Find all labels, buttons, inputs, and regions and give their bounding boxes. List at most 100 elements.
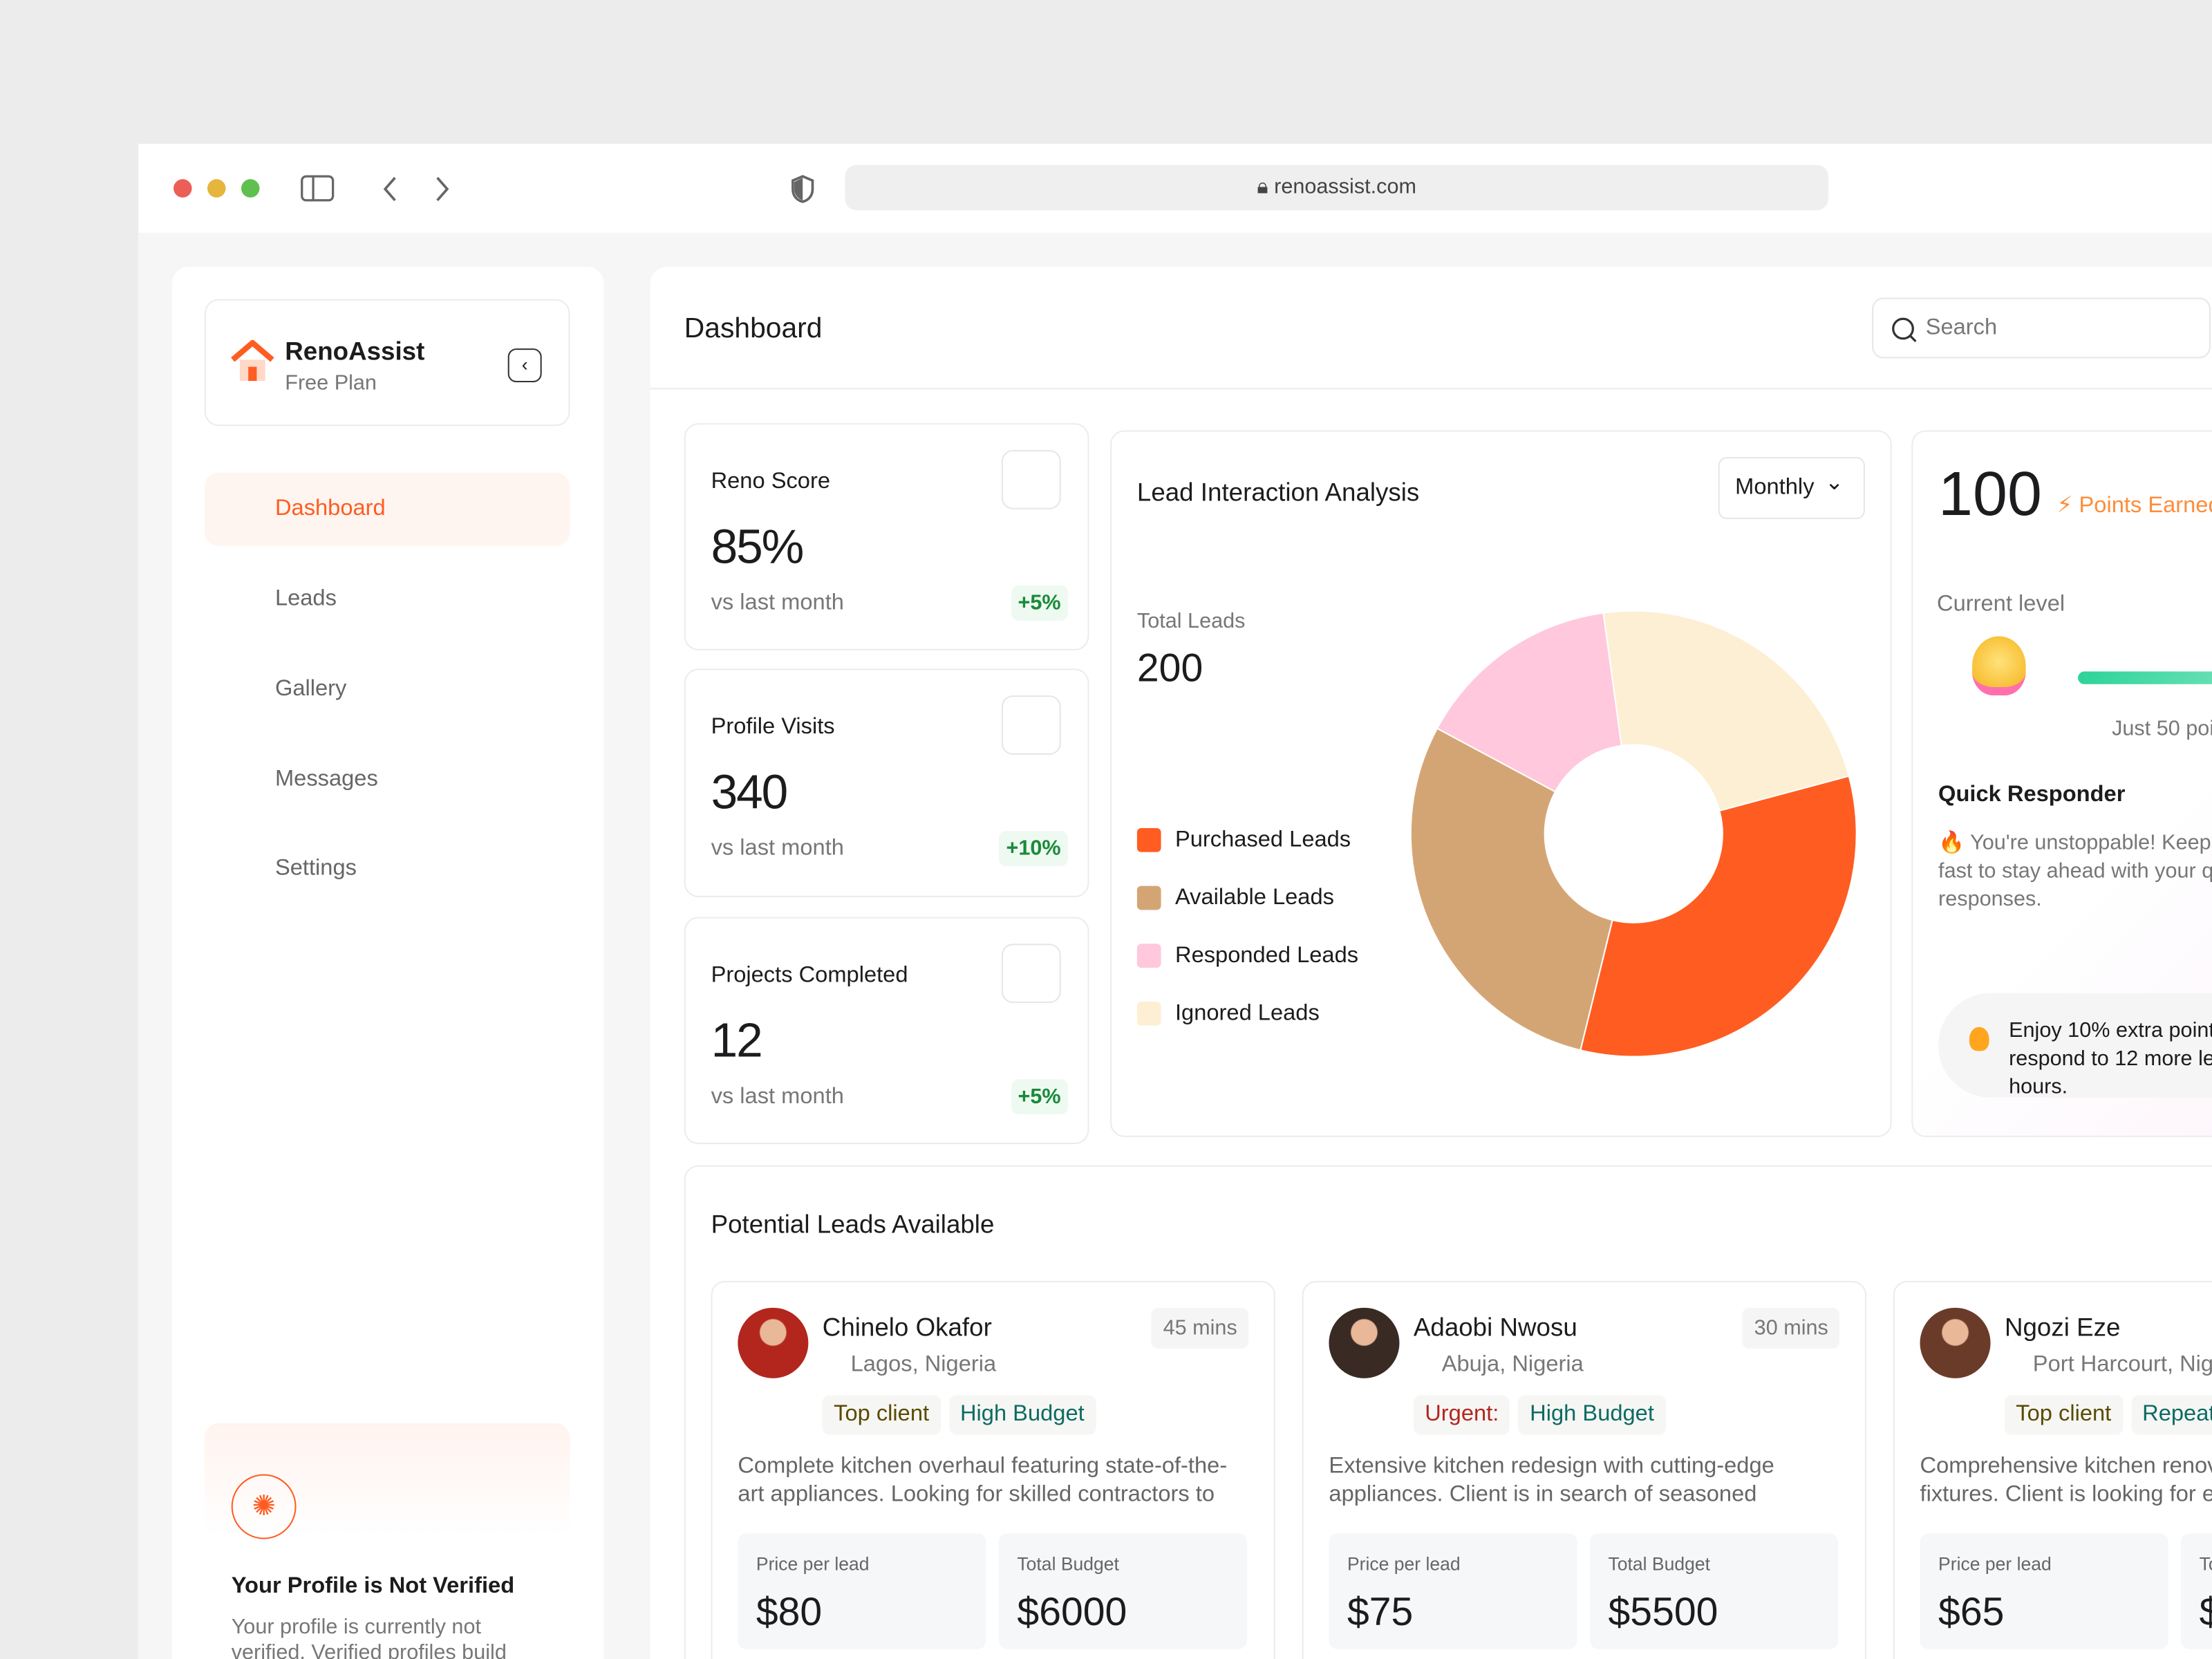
tag: Top client — [2004, 1395, 2123, 1435]
nav-item[interactable]: Leads — [274, 586, 337, 611]
stat-icon — [1001, 695, 1061, 755]
badge-name: Quick Responder — [1938, 782, 2126, 807]
nav-item[interactable]: Messages — [274, 767, 378, 791]
chart-card: Lead Interaction Analysis Monthly ⌄ Tota… — [1110, 430, 1892, 1137]
lead-tags: Top client High Budget — [822, 1395, 1104, 1435]
period-select[interactable]: Monthly ⌄ — [1718, 457, 1865, 520]
price-value: $5500 — [1608, 1589, 1718, 1634]
stat-note: vs last month — [711, 1085, 844, 1109]
tag: Top client — [822, 1395, 941, 1435]
stat-change: +5% — [1011, 1079, 1068, 1115]
price-box: Price per lead $75 — [1329, 1533, 1577, 1649]
chart-title: Lead Interaction Analysis — [1136, 478, 1420, 507]
legend-item: Responded Leads — [1136, 944, 1359, 969]
stat-label: Reno Score — [711, 469, 831, 494]
lead-tags: Urgent: High Budget — [1413, 1395, 1674, 1435]
price-label: Price per lead — [1938, 1553, 2052, 1575]
price-value: $6000 — [1017, 1589, 1127, 1634]
browser-toolbar: 🔒︎ renoassist.com — [138, 144, 2212, 233]
verify-title: Your Profile is Not Verified — [231, 1574, 515, 1599]
total: 200 — [1136, 646, 1203, 690]
donut-slice — [1580, 775, 1857, 1058]
nav-item[interactable]: Dashboard — [204, 472, 570, 546]
url: renoassist.com — [1274, 175, 1416, 199]
total-label: Total Leads — [1136, 609, 1246, 634]
legend-label: Ignored Leads — [1174, 1001, 1320, 1026]
lead-location: Lagos, Nigeria — [850, 1353, 997, 1377]
legend-item: Available Leads — [1136, 885, 1334, 912]
lead-description: Extensive kitchen redesign with cutting-… — [1329, 1454, 1774, 1507]
collapse-button[interactable]: ‹ — [507, 348, 542, 383]
plan: Free Plan — [285, 371, 377, 395]
stat-label: Projects Completed — [711, 963, 908, 988]
tag: Repeat client — [2130, 1395, 2212, 1435]
logo — [231, 339, 274, 382]
tip-box: Enjoy 10% extra points when you respond … — [1938, 993, 2212, 1099]
donut-slice — [1602, 610, 1850, 812]
price-label: Total Budget — [2199, 1553, 2212, 1575]
stat-value: 85% — [711, 521, 805, 574]
price-value: $75 — [1347, 1589, 1414, 1634]
nav-item[interactable]: Gallery — [274, 677, 347, 702]
stat-card: Projects Completed 12 vs last month +5% — [684, 917, 1089, 1145]
tip: Enjoy 10% extra points when you respond … — [2009, 1018, 2212, 1099]
brand-box: RenoAssist Free Plan ‹ — [204, 299, 570, 427]
tag: High Budget — [1518, 1395, 1666, 1435]
url-bar[interactable]: 🔒︎ renoassist.com — [845, 165, 1828, 211]
legend-swatch — [1136, 827, 1161, 852]
stat-card: Profile Visits 340 vs last month +10% — [684, 668, 1089, 897]
lead-location: Port Harcourt, Nigeria — [2032, 1353, 2212, 1377]
lead-card: Ngozi Eze20 minsPort Harcourt, NigeriaTo… — [1893, 1281, 2212, 1659]
page-title: Dashboard — [684, 313, 823, 344]
level-badge — [1972, 636, 2026, 696]
lead-card: Adaobi Nwosu 30 mins Abuja, Nigeria Urgent:… — [1302, 1281, 1866, 1659]
lead-name: Chinelo Okafor — [822, 1313, 992, 1342]
verify-card: ✺ Your Profile is Not Verified Your prof… — [204, 1423, 570, 1659]
stat-label: Profile Visits — [711, 715, 835, 740]
stat-card: Reno Score 85% vs last month +5% — [684, 423, 1089, 650]
verify-text: Your profile is currently not verified. … — [231, 1615, 507, 1659]
legend-label: Purchased Leads — [1174, 827, 1351, 852]
legend-label: Available Leads — [1174, 885, 1334, 910]
stat-note: vs last month — [711, 836, 844, 861]
price-value: $5000 — [2200, 1590, 2212, 1635]
price-box: Total Budget $6000 — [998, 1533, 1248, 1649]
level-label: Current level — [1937, 592, 2065, 617]
search-box[interactable]: Search — [1872, 297, 2211, 359]
lead-time: 30 mins — [1743, 1307, 1840, 1349]
price-value: $65 — [1938, 1589, 2005, 1634]
toolbar-icons[interactable] — [301, 172, 639, 206]
points-label: ⚡︎ Points Earned — [2056, 491, 2211, 519]
lead-name: Ngozi Eze — [2004, 1313, 2121, 1342]
nav-item[interactable]: Settings — [274, 856, 357, 881]
progress-note: Just 50 points — [2112, 716, 2212, 741]
stat-value: 12 — [711, 1014, 763, 1068]
price-label: Total Budget — [1608, 1553, 1711, 1575]
lead-location: Abuja, Nigeria — [1441, 1353, 1584, 1377]
lead-description: Comprehensive kitchen renovation with pr… — [1920, 1454, 2212, 1507]
lead-name: Adaobi Nwosu — [1413, 1313, 1577, 1342]
price-label: Total Budget — [1017, 1553, 1119, 1575]
period: Monthly — [1735, 475, 1815, 500]
avatar — [738, 1307, 809, 1378]
donut-slice — [1409, 727, 1613, 1051]
stat-value: 340 — [711, 766, 789, 820]
price-label: Price per lead — [756, 1553, 870, 1575]
legend-label: Responded Leads — [1174, 944, 1359, 968]
stat-icon — [1001, 944, 1061, 1004]
tag: High Budget — [948, 1395, 1096, 1435]
avatar — [1920, 1307, 1991, 1378]
badge-text: 🔥 You're unstoppable! Keep responding fa… — [1938, 831, 2212, 912]
lead-description: Complete kitchen overhaul featuring stat… — [738, 1454, 1228, 1507]
price-box: Price per lead $80 — [738, 1533, 986, 1649]
progress-bar — [2078, 671, 2212, 684]
legend-item: Ignored Leads — [1136, 1001, 1320, 1027]
legend-swatch — [1136, 944, 1161, 968]
stat-change: +10% — [999, 831, 1068, 867]
stat-change: +5% — [1011, 585, 1068, 621]
shield-icon — [791, 175, 814, 203]
price-box: Total Budget $5000 — [2181, 1533, 2212, 1649]
leads-title: Potential Leads Available — [711, 1210, 995, 1239]
